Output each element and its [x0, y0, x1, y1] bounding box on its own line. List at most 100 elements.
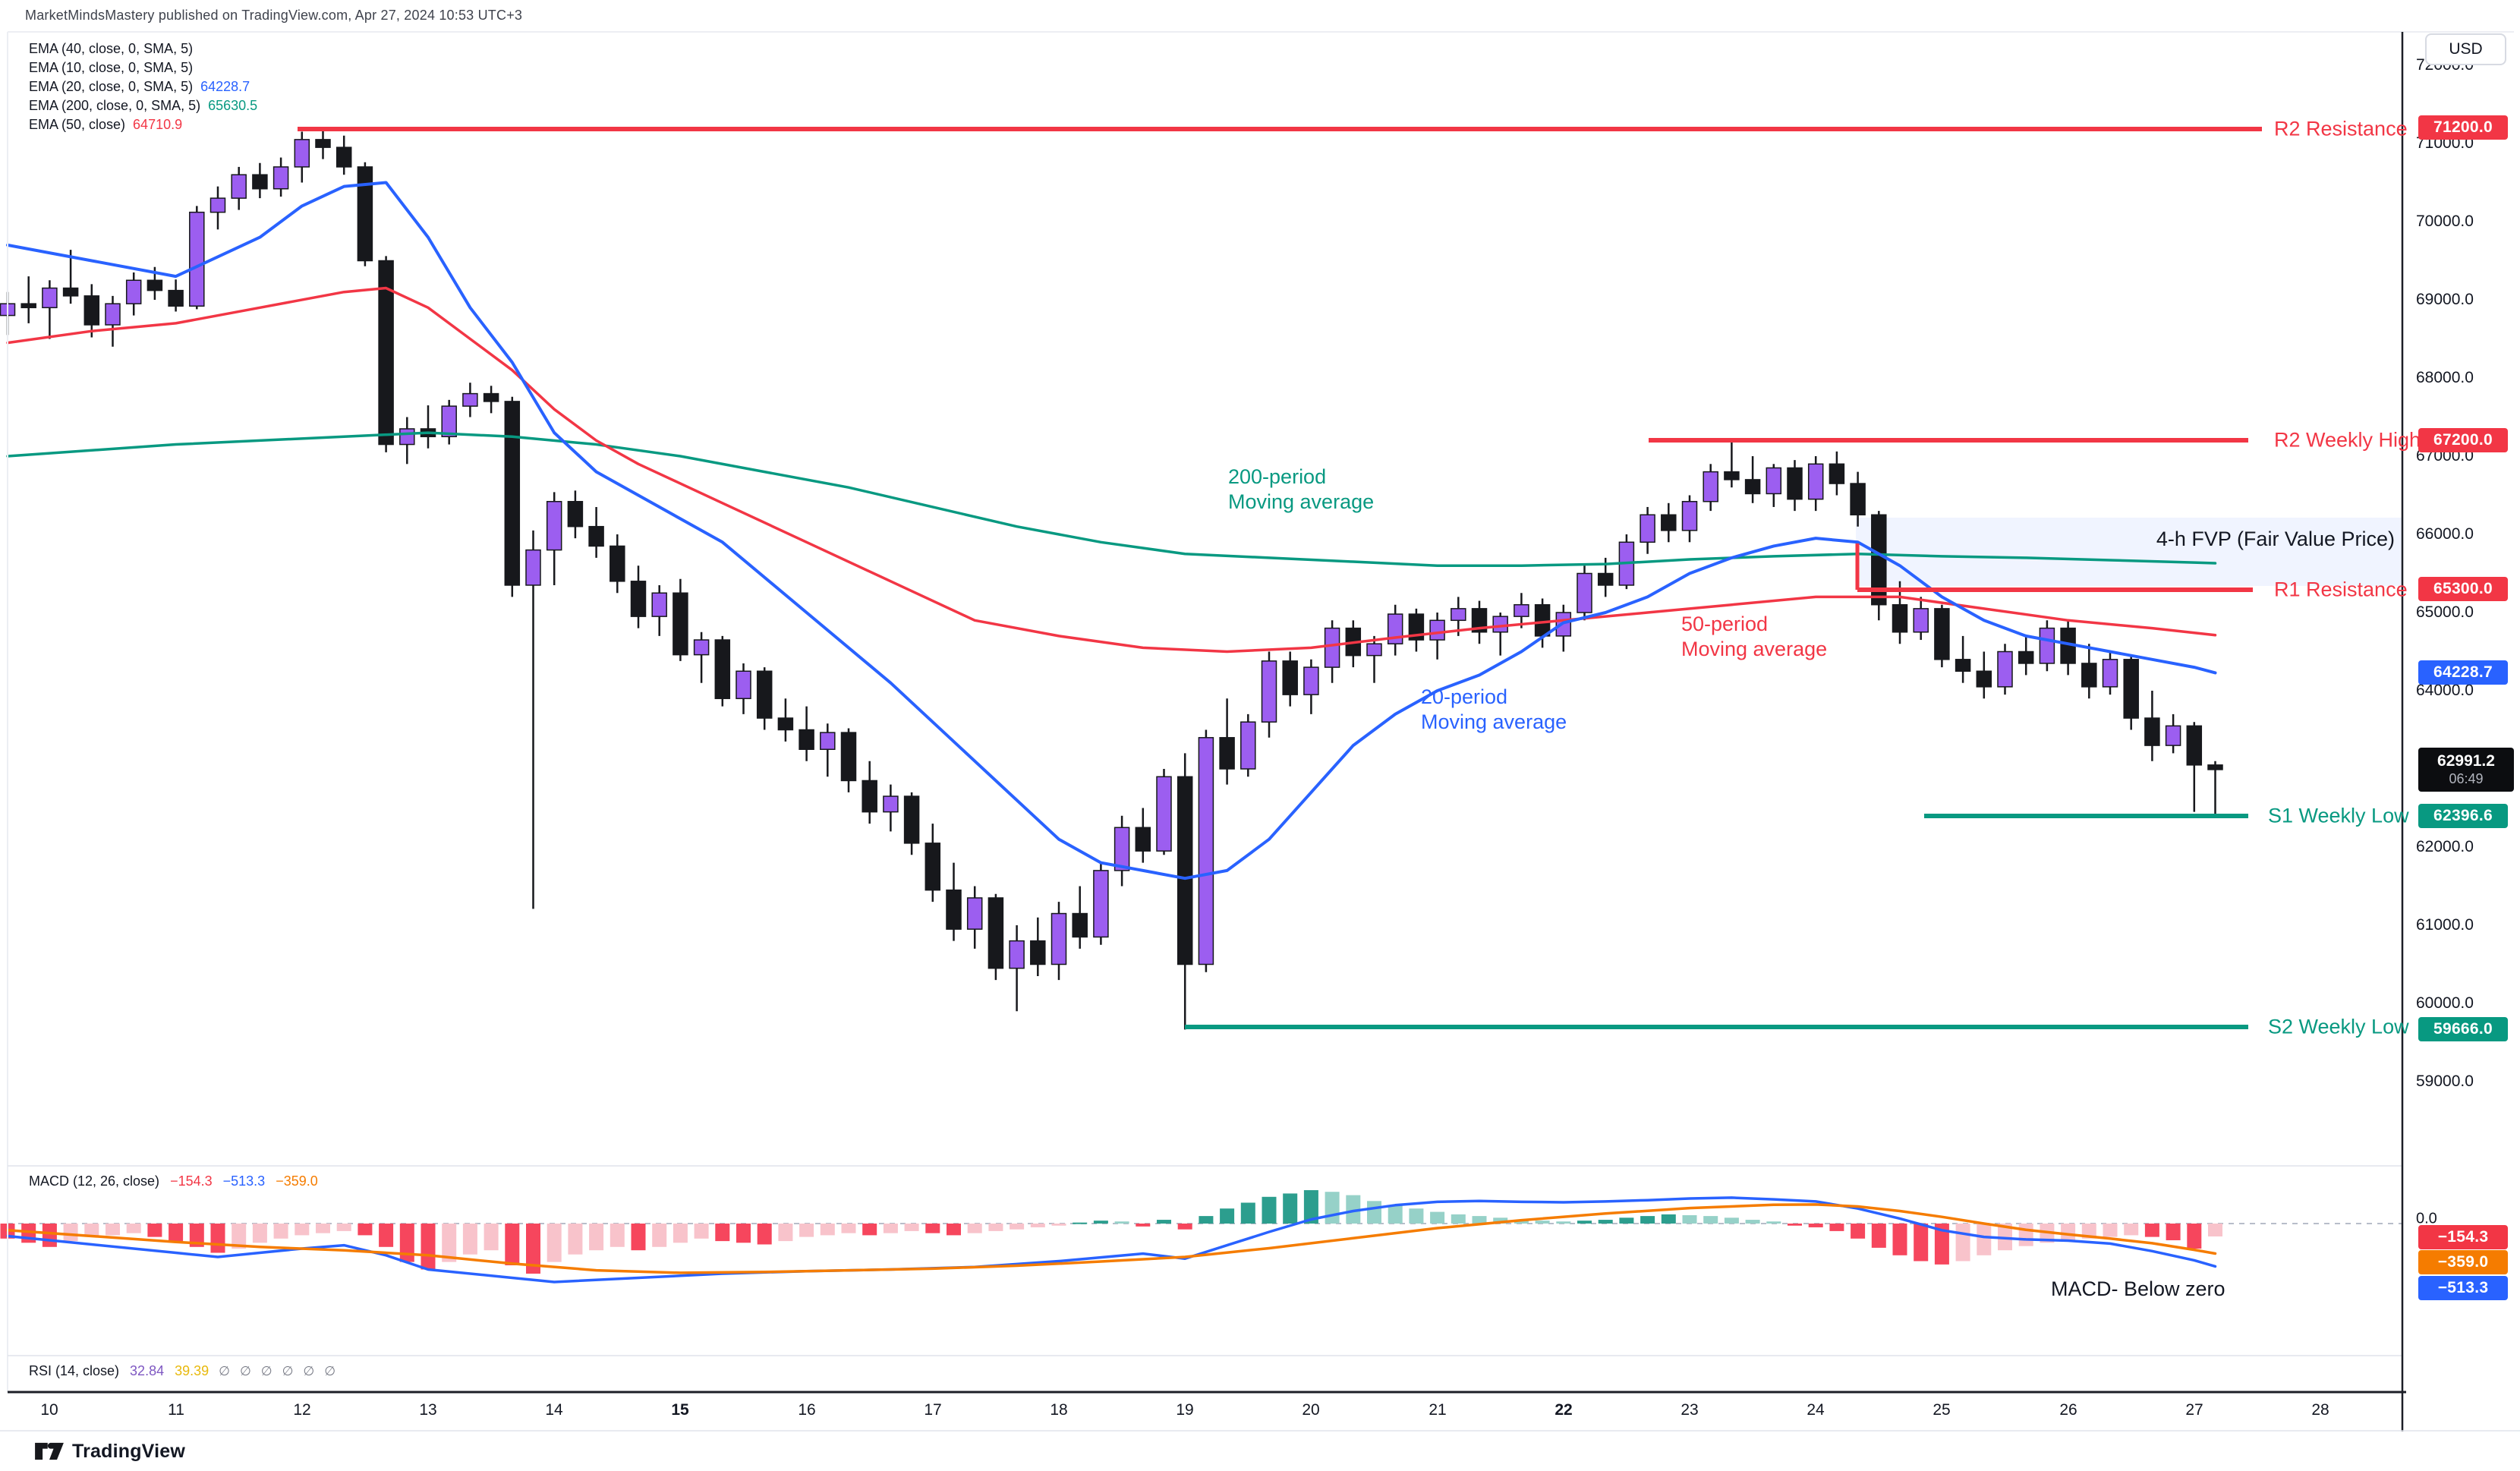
candle-up	[651, 592, 667, 617]
macd-hist-bar	[462, 1224, 477, 1255]
macd-line	[6, 1196, 2217, 1284]
macd-hist-bar	[1093, 1221, 1108, 1224]
macd-hist-bar	[2208, 1224, 2222, 1236]
macd-hist-bar	[1598, 1220, 1613, 1224]
candle-down	[2207, 764, 2223, 770]
candle-down	[1597, 572, 1614, 586]
candle-down	[630, 581, 647, 617]
day-label-10: 10	[40, 1401, 58, 1419]
candle-down	[315, 139, 331, 148]
day-label-27: 27	[2185, 1401, 2203, 1419]
indicator-legend-row[interactable]: EMA (50, close) 64710.9	[29, 115, 257, 134]
indicator-legend-row[interactable]: EMA (20, close, 0, SMA, 5) 64228.7	[29, 77, 257, 96]
price-tick-label: 59000.0	[2416, 1073, 2474, 1090]
macd-hist-bar	[778, 1224, 793, 1242]
macd-value: −513.3	[222, 1173, 266, 1189]
macd-hist-bar	[1030, 1224, 1045, 1227]
candle-down	[1934, 608, 1950, 660]
candle-down	[1850, 483, 1866, 515]
candle-down	[673, 592, 688, 656]
macd-hist-bar	[589, 1224, 604, 1251]
macd-hist-bar	[862, 1224, 877, 1236]
candle-down	[83, 295, 100, 326]
candle-up	[272, 166, 289, 190]
fvp-label: 4-h FVP (Fair Value Price)	[2156, 528, 2395, 550]
macd-hist-bar	[1409, 1208, 1424, 1224]
indicator-value: 64710.9	[133, 117, 183, 132]
macd-hist-bar	[2018, 1224, 2033, 1246]
macd-hist-bar	[379, 1224, 394, 1247]
current-price-value: 62991.2	[2437, 752, 2495, 770]
candle-up	[736, 670, 751, 700]
candle-down	[378, 260, 394, 446]
candle-up	[1093, 870, 1109, 938]
macd-axis-badge: −359.0	[2418, 1250, 2508, 1274]
candle-down	[1787, 467, 1803, 500]
rsi-legend[interactable]: RSI (14, close) 32.84 39.39 ∅ ∅ ∅ ∅ ∅ ∅	[29, 1363, 335, 1379]
macd-hist-bar	[210, 1224, 225, 1253]
candle-down	[1829, 463, 1845, 484]
candle-up	[1303, 666, 1319, 695]
candle-down	[567, 500, 584, 528]
tradingview-brand[interactable]: TradingView	[34, 1439, 185, 1463]
candle-up	[1681, 500, 1698, 531]
indicator-legend-row[interactable]: EMA (200, close, 0, SMA, 5) 65630.5	[29, 96, 257, 115]
price-level-badge: 64228.7	[2418, 660, 2508, 685]
price-level-badge: 65300.0	[2418, 577, 2508, 601]
candle-down	[988, 897, 1004, 969]
macd-hist-bar	[358, 1224, 373, 1236]
indicator-value: 65630.5	[208, 98, 258, 113]
macd-hist-bar	[189, 1224, 204, 1247]
candle-up	[1429, 619, 1445, 641]
rsi-value: 39.39	[175, 1363, 209, 1378]
price-level-badge: 71200.0	[2418, 115, 2508, 140]
candle-down	[1871, 514, 1887, 606]
r2-resistance-label: R2 Resistance	[2274, 117, 2408, 140]
candle-up	[820, 732, 836, 750]
macd-hist-bar	[631, 1224, 646, 1251]
macd-hist-bar	[1388, 1205, 1403, 1224]
macd-hist-bar	[757, 1224, 772, 1245]
candle-down	[903, 795, 920, 844]
macd-hist-bar	[295, 1224, 310, 1236]
macd-hist-bar	[442, 1224, 457, 1262]
macd-hist-bar	[1724, 1217, 1739, 1224]
macd-note: MACD- Below zero	[2051, 1277, 2225, 1300]
candle-down	[1030, 940, 1046, 965]
macd-hist-bar	[1325, 1192, 1340, 1224]
candle-up	[1514, 603, 1529, 617]
ema-legend: EMA (40, close, 0, SMA, 5) EMA (10, close…	[29, 39, 257, 134]
macd-hist-bar	[1472, 1216, 1487, 1224]
macd-hist-bar	[1703, 1216, 1718, 1224]
candle-down	[1408, 613, 1425, 641]
candle-down	[504, 401, 521, 586]
indicator-legend-row[interactable]: EMA (40, close, 0, SMA, 5)	[29, 39, 257, 58]
macd-hist-bar	[736, 1224, 751, 1243]
candle-down	[1072, 912, 1088, 938]
macd-hist-bar	[505, 1224, 520, 1265]
indicator-legend-row[interactable]: EMA (10, close, 0, SMA, 5)	[29, 58, 257, 77]
price-tick-label: 66000.0	[2416, 525, 2474, 543]
macd-hist-bar	[1745, 1220, 1760, 1224]
currency-toggle-button[interactable]: USD	[2425, 33, 2506, 65]
candle-up	[189, 211, 205, 307]
macd-hist-bar	[1346, 1195, 1361, 1224]
day-label-23: 23	[1681, 1401, 1699, 1419]
macd-hist-bar	[1262, 1196, 1277, 1224]
candle-up	[294, 139, 310, 168]
macd-hist-bar	[988, 1224, 1003, 1231]
candle-up	[399, 428, 415, 446]
macd-hist-bar	[547, 1224, 562, 1262]
candle-down	[862, 780, 877, 813]
price-tick-label: 69000.0	[2416, 291, 2474, 308]
macd-hist-bar	[2166, 1224, 2181, 1240]
macd-hist-bar	[421, 1224, 436, 1270]
macd-hist-bar	[1177, 1224, 1192, 1230]
candle-down	[756, 670, 773, 719]
day-label-26: 26	[2059, 1401, 2077, 1419]
macd-legend[interactable]: MACD (12, 26, close) −154.3 −513.3 −359.0	[29, 1173, 318, 1189]
macd-hist-bar	[1619, 1217, 1634, 1224]
macd-hist-bar	[1808, 1224, 1823, 1227]
publish-watermark: MarketMindsMastery published on TradingV…	[25, 8, 523, 23]
